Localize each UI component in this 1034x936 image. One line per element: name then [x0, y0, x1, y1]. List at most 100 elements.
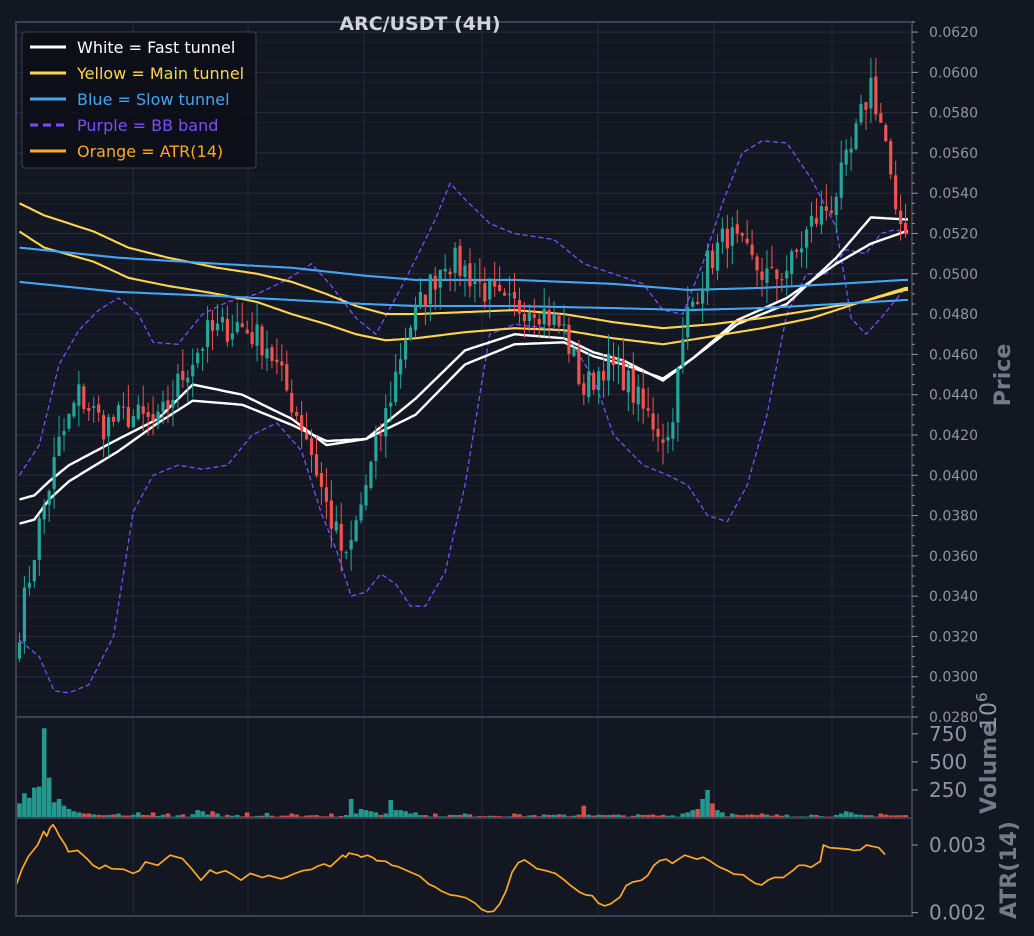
candle-body — [17, 642, 22, 659]
candle — [730, 216, 734, 265]
atr-panel-frame — [15, 817, 913, 917]
candle — [839, 140, 843, 210]
volume-bar — [487, 815, 493, 818]
volume-bar — [616, 814, 621, 818]
candle-body — [691, 301, 695, 307]
candle-body — [755, 256, 759, 271]
candle — [196, 348, 200, 369]
candle-body — [483, 283, 487, 302]
candle — [17, 632, 22, 663]
candle-body — [626, 370, 630, 393]
volume-bar — [705, 789, 710, 818]
candle — [755, 253, 759, 288]
volume-bar — [393, 810, 398, 818]
candle-body — [681, 338, 685, 367]
candle-body — [819, 206, 824, 225]
volume-bar — [670, 815, 676, 818]
price-tick-label: 0.0340 — [929, 589, 978, 605]
candle-body — [498, 284, 502, 291]
candle — [186, 370, 190, 403]
candle-body — [834, 196, 838, 216]
candle-body — [601, 370, 606, 381]
volume-bar — [868, 815, 874, 818]
volume-bar — [81, 813, 87, 818]
atr-axis-label: ATR(14) — [997, 821, 1022, 919]
volume-bar — [368, 811, 374, 818]
atr-layer — [15, 823, 886, 913]
candle — [498, 266, 502, 292]
candle — [403, 327, 408, 369]
volume-bar — [284, 815, 290, 818]
candle — [47, 489, 51, 522]
volume-bar — [259, 815, 265, 818]
candle-body — [72, 402, 76, 417]
candle — [527, 304, 531, 333]
candle — [790, 248, 794, 288]
candle-body — [369, 461, 373, 488]
candle-body — [87, 407, 91, 411]
volume-bar — [304, 815, 309, 818]
candle-body — [582, 383, 586, 395]
candle — [136, 395, 140, 422]
volume-bar — [343, 815, 349, 818]
candle — [205, 306, 210, 363]
volume-bar — [769, 815, 775, 818]
candle-body — [542, 308, 546, 325]
candle-body — [433, 275, 437, 290]
volume-bar — [329, 813, 334, 818]
candle — [715, 234, 720, 281]
volume-bar — [764, 814, 770, 818]
volume-bar — [225, 814, 230, 818]
candle-body — [82, 386, 86, 410]
candle-body — [235, 322, 239, 333]
candle — [611, 342, 616, 382]
candle-body — [403, 339, 408, 360]
candle — [750, 229, 754, 261]
volume-bar — [131, 814, 136, 818]
candle — [176, 364, 180, 408]
candle — [433, 266, 437, 310]
price-axis-label: Price — [991, 344, 1016, 406]
volume-bar — [561, 814, 567, 818]
volume-bar — [606, 814, 611, 818]
candle — [884, 123, 888, 143]
volume-axis-label: Volume — [977, 722, 1002, 814]
candle — [146, 402, 150, 436]
volume-bar — [27, 797, 32, 818]
candle — [745, 219, 749, 246]
candle — [834, 192, 838, 234]
candle — [111, 414, 116, 427]
volume-bar — [601, 815, 606, 818]
candle-body — [735, 224, 739, 234]
volume-bar — [56, 798, 62, 818]
candle-body — [800, 248, 804, 253]
candle — [171, 380, 175, 427]
volume-tick-label: 500 — [929, 750, 967, 774]
candle — [473, 263, 477, 303]
candle — [572, 344, 576, 358]
candle-body — [408, 327, 413, 340]
candle — [344, 550, 348, 560]
candle-body — [67, 413, 71, 429]
candle-body — [661, 439, 665, 443]
candle-body — [676, 367, 680, 423]
volume-bar — [353, 813, 359, 818]
volume-bar — [576, 814, 582, 818]
volume-bar — [467, 814, 473, 818]
candle-body — [102, 415, 106, 440]
candle — [864, 101, 868, 130]
volume-bar — [432, 813, 438, 818]
bb-band-lower — [19, 228, 908, 694]
candle — [765, 250, 769, 304]
atr-tick-label: 0.002 — [929, 901, 986, 925]
candle — [240, 302, 244, 328]
volume-bar — [512, 813, 517, 818]
candle-body — [512, 292, 517, 299]
price-tick-label: 0.0580 — [929, 106, 978, 122]
candle-body — [517, 300, 522, 314]
candle-body — [191, 364, 195, 377]
candle — [235, 302, 239, 335]
candle-body — [275, 359, 279, 363]
candle-body — [141, 406, 145, 414]
volume-bar — [690, 810, 696, 818]
